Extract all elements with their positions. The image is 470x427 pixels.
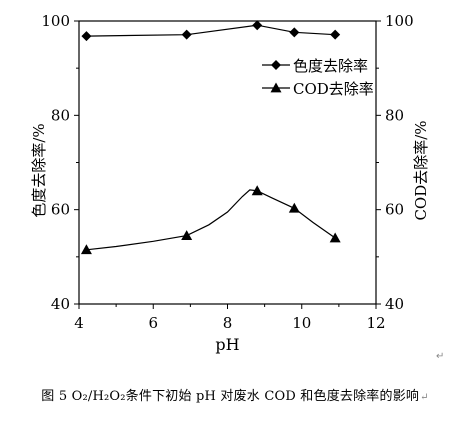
color-removal-point — [81, 31, 92, 42]
color-removal-point — [330, 29, 341, 40]
y-left-tick-label: 40 — [51, 295, 70, 313]
color-removal-point — [289, 27, 300, 38]
cod-removal-point — [251, 185, 263, 196]
legend-label-color: 色度去除率 — [293, 57, 368, 75]
y-left-tick-label: 60 — [51, 201, 70, 219]
figure-caption: 图 5 O₂/H₂O₂条件下初始 pH 对废水 COD 和色度去除率的影响↵ — [0, 385, 470, 404]
cod-removal-point — [181, 230, 193, 241]
x-axis-title: pH — [215, 335, 239, 354]
caption-return-mark: ↵ — [420, 392, 429, 403]
y-right-axis-title: COD去除率/% — [412, 120, 430, 220]
color-removal-point — [252, 20, 263, 31]
cod-removal-point — [329, 232, 341, 243]
x-tick-label: 12 — [366, 314, 385, 332]
cod-removal-point — [80, 244, 92, 255]
y-left-tick-label: 100 — [41, 12, 70, 30]
y-right-tick-label: 80 — [385, 106, 404, 124]
color-removal-line — [86, 24, 336, 37]
y-right-tick-label: 60 — [385, 201, 404, 219]
legend-label-cod: COD去除率 — [293, 80, 374, 98]
color-removal-point — [181, 29, 192, 40]
caption-text: 图 5 O₂/H₂O₂条件下初始 pH 对废水 COD 和色度去除率的影响 — [41, 389, 420, 404]
paragraph-mark: ↵ — [436, 351, 445, 362]
cod-removal-point — [288, 202, 300, 213]
y-left-tick-label: 80 — [51, 106, 70, 124]
cod-removal-line — [86, 189, 336, 251]
y-right-tick-label: 100 — [385, 12, 414, 30]
x-tick-label: 10 — [292, 314, 311, 332]
x-tick-label: 6 — [148, 314, 158, 332]
legend-marker-diamond — [271, 60, 281, 70]
x-tick-label: 4 — [74, 314, 84, 332]
x-tick-label: 8 — [223, 314, 233, 332]
y-right-tick-label: 40 — [385, 295, 404, 313]
y-left-axis-title: 色度去除率/% — [30, 123, 48, 217]
legend-marker-triangle — [270, 82, 282, 93]
